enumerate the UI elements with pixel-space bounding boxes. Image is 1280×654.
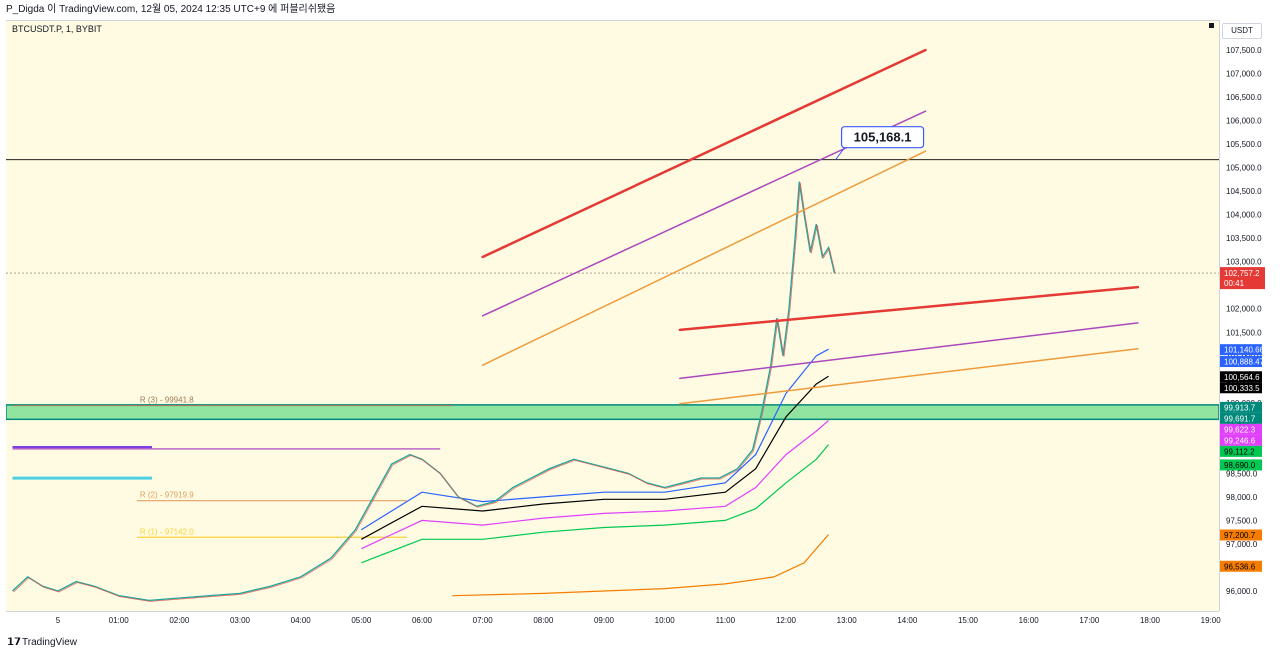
level-label-0: R (3) - 99941.8 (140, 396, 194, 405)
trend-line-0 (481, 48, 927, 259)
plot-group: R (3) - 99941.8 R (2) - 97919.9 R (1) - 97… (6, 48, 1219, 602)
square-icon[interactable] (1209, 23, 1214, 28)
trend-line-3 (678, 285, 1140, 332)
moving-average-0 (360, 348, 829, 531)
callout-text: 105,168.1 (854, 130, 912, 145)
price-line-shadow (13, 182, 836, 602)
level-label-1: R (2) - 97919.9 (140, 491, 194, 500)
support-zone (6, 404, 1219, 421)
time-axis[interactable] (6, 611, 1219, 634)
symbol-label[interactable]: BTCUSDT.P, 1, BYBIT (12, 24, 102, 34)
brand-name: TradingView (22, 637, 78, 648)
trend-line-5 (679, 347, 1139, 405)
callout-box (840, 126, 925, 149)
footer: 𝟭𝟳 TradingView (0, 633, 1280, 654)
price-axis[interactable] (1219, 20, 1280, 611)
moving-average-4 (452, 534, 829, 597)
level-label-2: R (1) - 97142.0 (140, 527, 194, 536)
currency-button[interactable]: USDT (1222, 23, 1262, 39)
price-line (12, 181, 836, 602)
moving-average-1 (361, 375, 829, 540)
moving-average-3 (361, 444, 829, 564)
publish-caption: P_Digda 이 TradingView.com, 12월 05, 2024 … (0, 0, 1280, 20)
trend-line-4 (679, 322, 1139, 380)
tradingview-logo-icon: 𝟭𝟳 (7, 637, 21, 648)
trend-line-2 (481, 150, 927, 366)
moving-average-2 (361, 420, 829, 550)
